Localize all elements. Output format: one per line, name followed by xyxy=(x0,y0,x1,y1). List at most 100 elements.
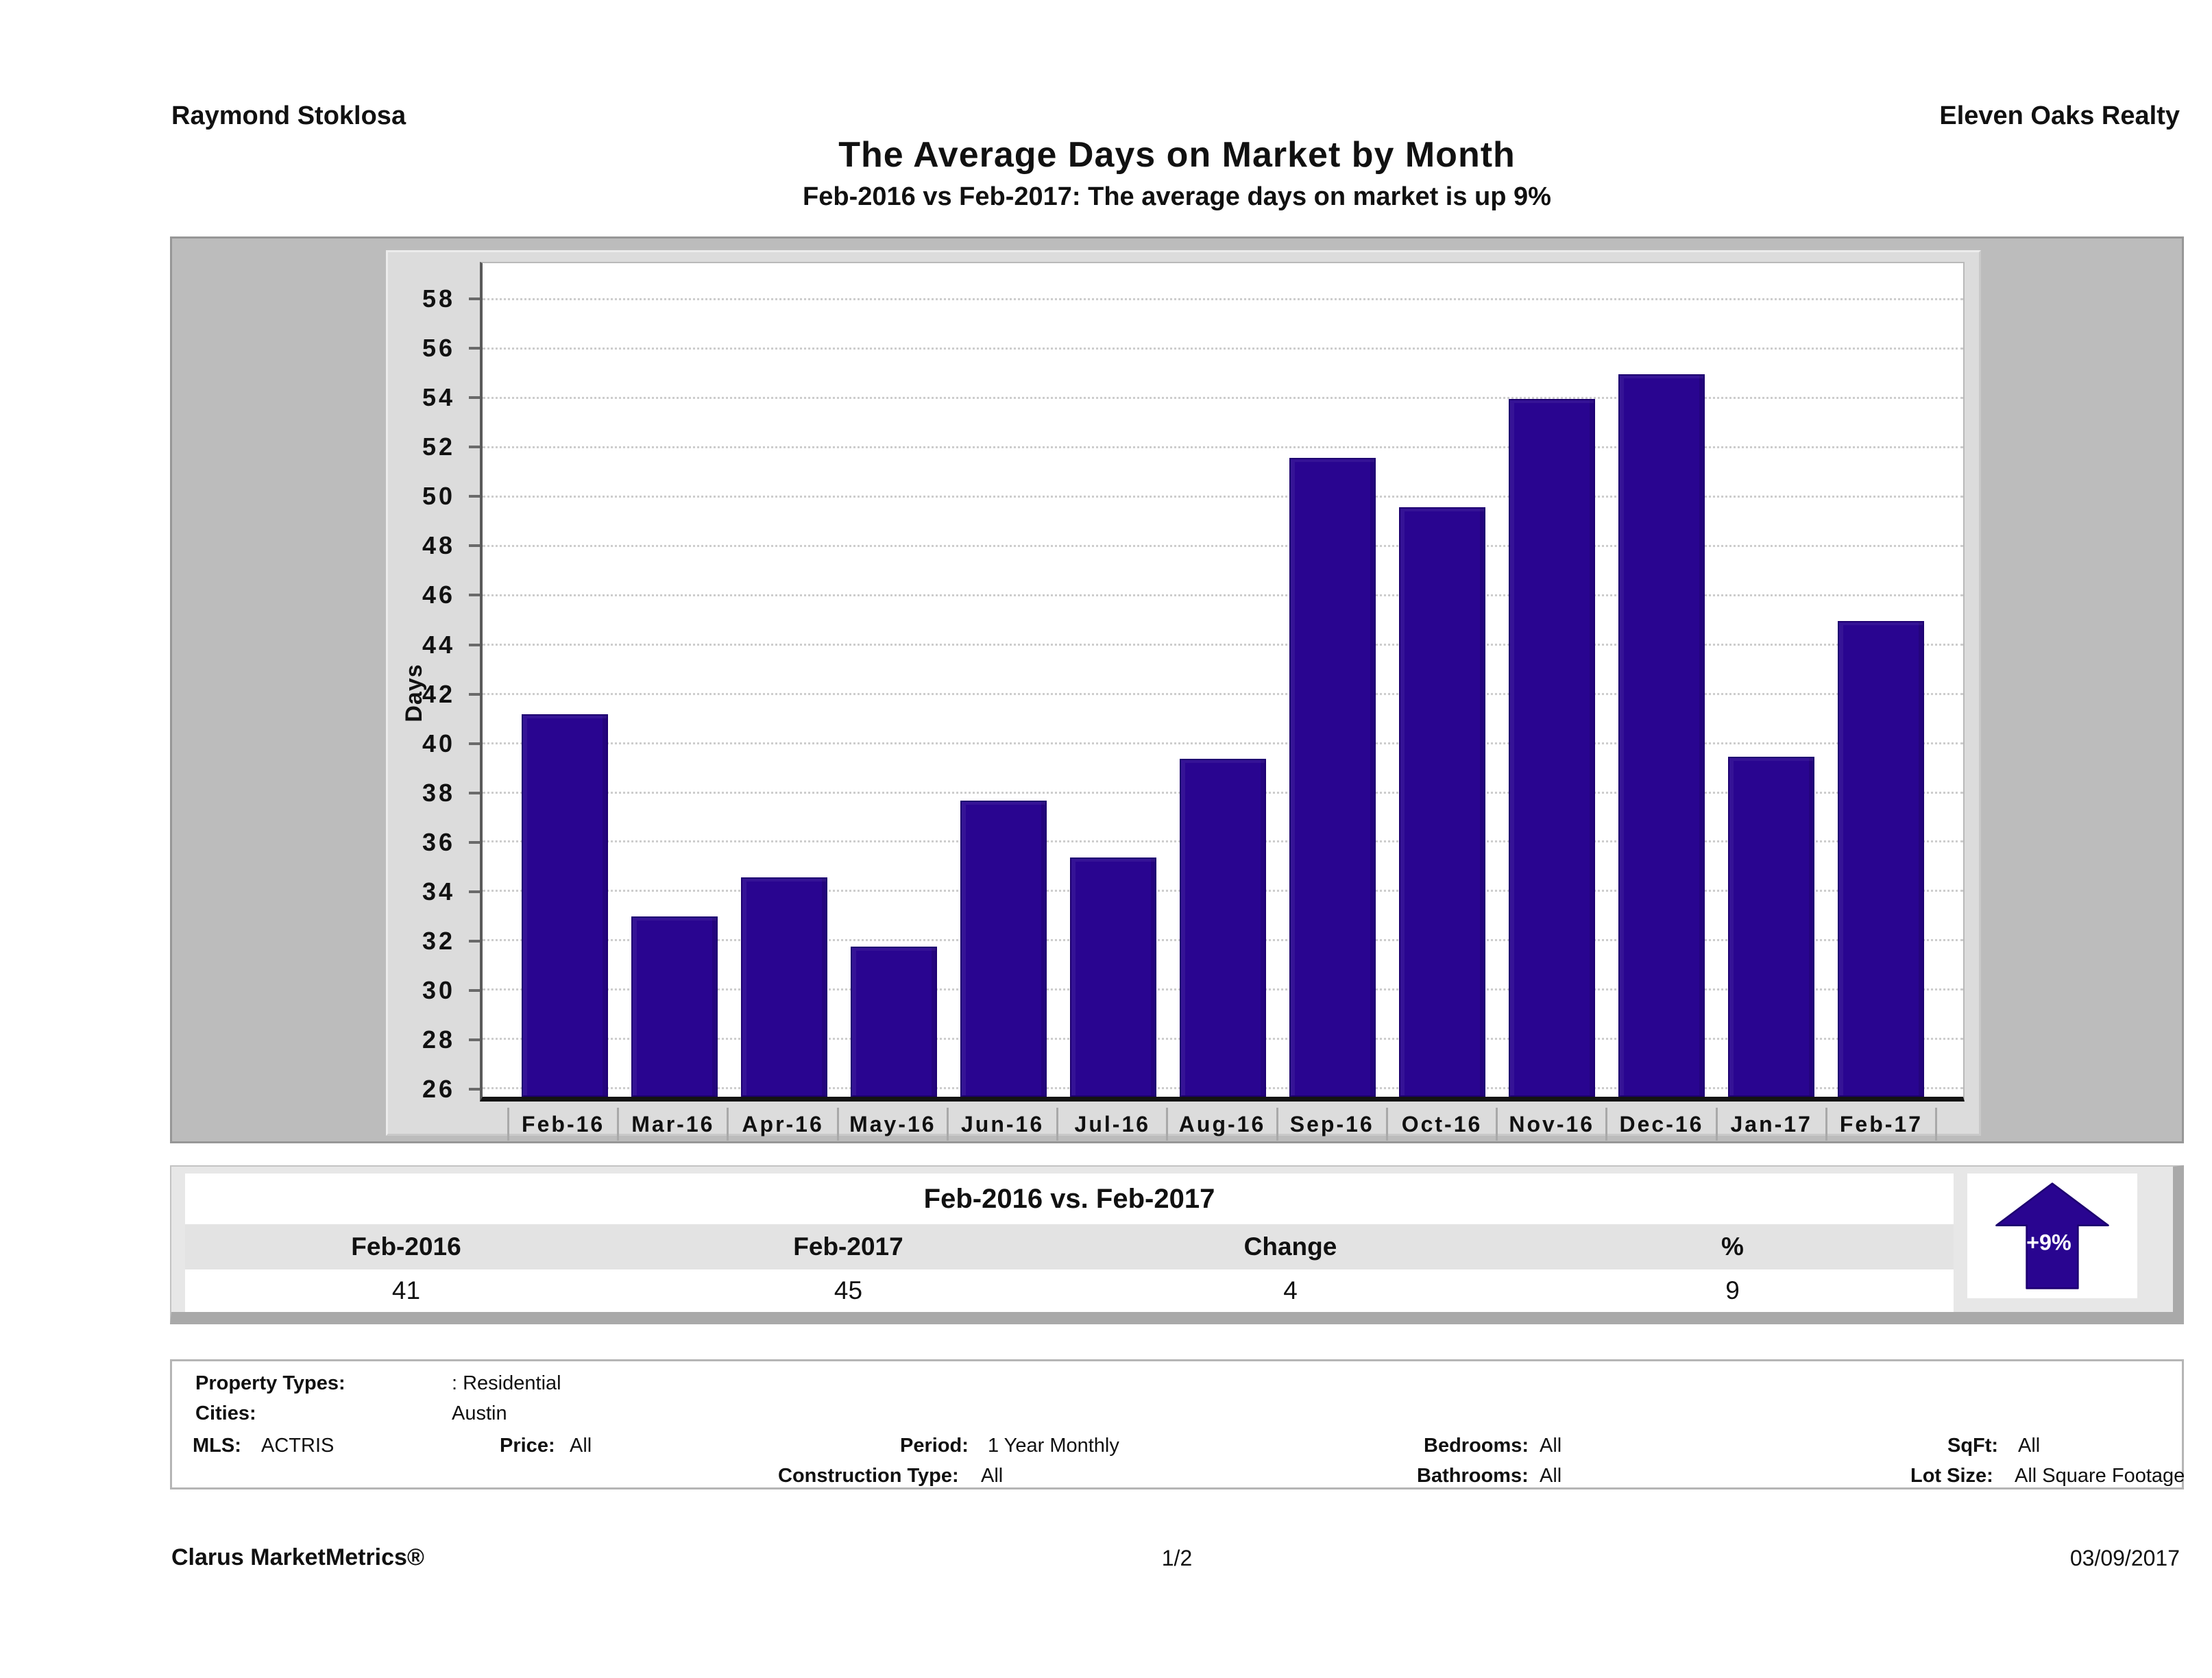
x-tick-label: Nov-16 xyxy=(1496,1108,1605,1141)
y-tick-label: 30 xyxy=(422,976,455,1005)
period-value: 1 Year Monthly xyxy=(988,1435,1119,1457)
construction-type-label: Construction Type: xyxy=(778,1465,959,1487)
y-tick-label: 44 xyxy=(422,630,455,659)
y-tick-mark xyxy=(469,297,480,301)
y-tick-label: 42 xyxy=(422,679,455,708)
y-tick-mark xyxy=(469,347,480,350)
gridline xyxy=(483,594,1963,596)
bathrooms-value: All xyxy=(1540,1465,1562,1487)
x-tick-label: Jul-16 xyxy=(1056,1108,1166,1141)
y-tick-mark xyxy=(469,939,480,943)
summary-section: Feb-2016 vs. Feb-2017 Feb-2016 Feb-2017 Ch… xyxy=(170,1165,2184,1324)
bar-jun-16 xyxy=(960,801,1047,1097)
page-subtitle: Feb-2016 vs Feb-2017: The average days o… xyxy=(803,182,1551,211)
y-tick-label: 26 xyxy=(422,1075,455,1104)
property-types-value: : Residential xyxy=(452,1372,561,1394)
y-tick-label: 48 xyxy=(422,531,455,560)
bar-slot xyxy=(1278,263,1387,1097)
bar-slot xyxy=(1716,263,1826,1097)
lot-size-value: All Square Footage xyxy=(2015,1465,2185,1487)
y-tick-mark xyxy=(469,594,480,597)
footer-product-name: Clarus MarketMetrics® xyxy=(171,1544,424,1570)
y-tick-label: 56 xyxy=(422,334,455,363)
summary-header-row: Feb-2016 Feb-2017 Change% xyxy=(185,1224,1954,1269)
bar-jul-16 xyxy=(1069,858,1157,1097)
x-tick-label: Jan-17 xyxy=(1715,1108,1825,1141)
y-tick-mark xyxy=(469,692,480,696)
chart-panel: Days 26 28 30 32 34 36 38 40 42 44 46 48 50 52 54 56 58 … xyxy=(386,250,1981,1141)
bar-slot xyxy=(510,263,620,1097)
bars xyxy=(510,263,1936,1097)
summary-col-value: 41 xyxy=(391,1276,421,1304)
bathrooms-label: Bathrooms: xyxy=(1417,1465,1529,1487)
y-tick-mark xyxy=(469,446,480,449)
bedrooms-value: All xyxy=(1540,1435,1562,1457)
change-arrow-box: +9% xyxy=(1967,1174,2137,1298)
cities-value: Austin xyxy=(452,1402,507,1424)
y-tick-mark xyxy=(469,742,480,745)
y-tick-label: 54 xyxy=(422,383,455,412)
bar-aug-16 xyxy=(1179,759,1267,1097)
y-tick-mark xyxy=(469,1088,480,1091)
x-tick-label: Sep-16 xyxy=(1276,1108,1386,1141)
x-axis-labels: Feb-16 Mar-16 Apr-16 May-16 Jun-16 Jul-16 Aug-… xyxy=(480,1108,1965,1141)
summary-col-header: Feb-2016 xyxy=(351,1232,461,1261)
y-tick-label: 58 xyxy=(422,284,455,313)
period-label: Period: xyxy=(900,1435,969,1457)
bar-dec-16 xyxy=(1618,374,1705,1097)
y-tick-label: 32 xyxy=(422,926,455,955)
bar-slot xyxy=(729,263,839,1097)
y-tick-mark xyxy=(469,495,480,498)
bar-slot xyxy=(1058,263,1168,1097)
y-tick-label: 46 xyxy=(422,581,455,609)
bar-slot xyxy=(1168,263,1278,1097)
bar-apr-16 xyxy=(740,877,828,1097)
plot-area xyxy=(480,262,1965,1102)
x-tick-label: Jun-16 xyxy=(946,1108,1056,1141)
bar-slot xyxy=(949,263,1058,1097)
y-axis-ticks: 26 28 30 32 34 36 38 40 42 44 46 48 50 52 54 56 58 xyxy=(388,262,480,1102)
y-tick-label: 34 xyxy=(422,877,455,905)
y-tick-label: 52 xyxy=(422,433,455,461)
y-tick-label: 28 xyxy=(422,1025,455,1054)
bar-slot xyxy=(1826,263,1936,1097)
y-tick-label: 50 xyxy=(422,482,455,511)
bar-sep-16 xyxy=(1289,458,1376,1097)
y-tick-label: 38 xyxy=(422,778,455,807)
bar-feb-17 xyxy=(1837,620,1925,1097)
mls-value: ACTRIS xyxy=(261,1435,335,1457)
x-tick-label: Mar-16 xyxy=(617,1108,727,1141)
x-tick-label: Feb-17 xyxy=(1825,1108,1938,1141)
gridline xyxy=(483,347,1963,350)
y-tick-label: 36 xyxy=(422,827,455,856)
summary-table: Feb-2016 vs. Feb-2017 Feb-2016 Feb-2017 Ch… xyxy=(185,1174,1954,1312)
gridline xyxy=(483,643,1963,646)
y-tick-mark xyxy=(469,890,480,893)
footer-page-number: 1/2 xyxy=(1161,1546,1193,1570)
sqft-label: SqFt: xyxy=(1947,1435,1999,1457)
summary-title: Feb-2016 vs. Feb-2017 xyxy=(185,1174,1954,1224)
y-tick-mark xyxy=(469,989,480,993)
x-tick-label: Aug-16 xyxy=(1166,1108,1276,1141)
agent-name: Raymond Stoklosa xyxy=(171,101,406,130)
y-tick-mark xyxy=(469,396,480,400)
footer-date: 03/09/2017 xyxy=(2069,1546,2180,1570)
property-types-label: Property Types: xyxy=(195,1372,345,1394)
gridline xyxy=(483,692,1963,695)
gridline xyxy=(483,495,1963,498)
summary-col-header: % xyxy=(1721,1232,1744,1261)
gridline xyxy=(483,742,1963,744)
summary-col-value: 45 xyxy=(834,1276,863,1304)
price-label: Price: xyxy=(500,1435,555,1457)
y-tick-mark xyxy=(469,643,480,646)
x-tick-label: Feb-16 xyxy=(507,1108,617,1141)
bar-slot xyxy=(1497,263,1607,1097)
summary-col-value: 9 xyxy=(1725,1276,1740,1304)
arrow-badge-label: +9% xyxy=(2026,1230,2071,1254)
x-tick-label: May-16 xyxy=(836,1108,947,1141)
bar-slot xyxy=(839,263,949,1097)
summary-col-header: Change xyxy=(1243,1232,1337,1261)
brokerage-name: Eleven Oaks Realty xyxy=(1939,101,2180,130)
gridline xyxy=(483,544,1963,547)
